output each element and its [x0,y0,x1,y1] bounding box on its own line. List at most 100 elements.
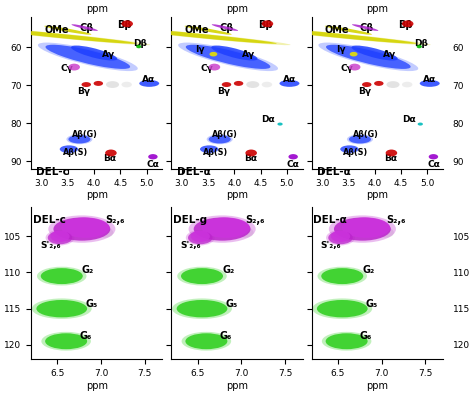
Ellipse shape [209,135,231,143]
Text: Aα: Aα [423,75,436,84]
Ellipse shape [402,82,412,87]
Text: DEL-c: DEL-c [33,214,66,225]
Ellipse shape [106,81,119,88]
Text: ppm: ppm [86,4,108,14]
Text: Aα: Aα [142,75,155,84]
Text: DEL-α: DEL-α [317,167,351,177]
Text: Iγ: Iγ [195,45,205,54]
X-axis label: ppm: ppm [366,381,388,391]
Ellipse shape [280,80,300,87]
Ellipse shape [50,231,70,242]
Ellipse shape [200,145,219,153]
Ellipse shape [418,122,423,126]
X-axis label: ppm: ppm [226,381,248,391]
Ellipse shape [139,80,159,87]
Ellipse shape [121,82,132,87]
Ellipse shape [32,299,91,319]
Text: Bα: Bα [244,154,257,163]
Ellipse shape [317,300,368,317]
Ellipse shape [211,45,257,60]
Ellipse shape [262,21,273,27]
Ellipse shape [0,27,150,45]
Text: Aγ: Aγ [383,51,396,59]
Ellipse shape [246,81,259,88]
Ellipse shape [188,231,212,244]
X-axis label: ppm: ppm [86,190,108,200]
Ellipse shape [262,82,272,87]
X-axis label: ppm: ppm [366,190,388,200]
Text: Bβ: Bβ [118,20,132,30]
Ellipse shape [48,231,72,244]
Ellipse shape [277,122,283,126]
Ellipse shape [319,43,418,71]
Ellipse shape [41,268,83,284]
Text: Dα: Dα [402,115,416,124]
Ellipse shape [386,150,397,156]
Ellipse shape [41,332,91,351]
Ellipse shape [318,267,367,286]
Text: G₅: G₅ [366,299,378,308]
Ellipse shape [37,267,87,286]
Ellipse shape [68,135,91,143]
Ellipse shape [48,215,116,243]
Text: S'₂,₆: S'₂,₆ [40,241,61,250]
Text: Cγ: Cγ [60,64,73,73]
Ellipse shape [340,145,359,153]
Text: OMe: OMe [184,25,209,35]
Ellipse shape [201,218,250,238]
Ellipse shape [289,154,298,160]
Text: G₂: G₂ [363,265,374,275]
Ellipse shape [60,145,78,153]
Text: OMe: OMe [44,25,69,35]
Text: DEL-α: DEL-α [313,214,347,225]
Ellipse shape [210,52,217,56]
Ellipse shape [329,215,396,243]
Ellipse shape [321,268,363,284]
Text: Aβ(G): Aβ(G) [353,130,378,139]
Text: Aα: Aα [283,75,296,84]
Ellipse shape [68,64,80,70]
Text: ppm: ppm [366,4,388,14]
Ellipse shape [325,26,372,35]
Ellipse shape [378,228,394,238]
Ellipse shape [207,134,233,144]
Ellipse shape [352,24,378,31]
Ellipse shape [121,21,133,27]
Ellipse shape [417,45,422,48]
Ellipse shape [185,333,228,349]
Text: G₂: G₂ [222,265,234,275]
Text: S'₂,₆: S'₂,₆ [320,241,341,250]
Text: ppm: ppm [226,4,248,14]
Ellipse shape [374,81,383,86]
Text: Aγ: Aγ [102,51,115,59]
Ellipse shape [181,268,223,284]
Text: Bα: Bα [384,154,397,163]
Text: Bγ: Bγ [358,87,371,96]
Ellipse shape [350,52,357,56]
Ellipse shape [177,300,228,317]
Text: Aβ(S): Aβ(S) [63,149,88,158]
Ellipse shape [46,230,74,245]
Ellipse shape [172,299,232,319]
X-axis label: ppm: ppm [86,381,108,391]
Text: Aβ(S): Aβ(S) [343,149,368,158]
Ellipse shape [61,218,109,238]
Ellipse shape [45,333,87,349]
Ellipse shape [428,154,438,160]
Ellipse shape [342,218,390,238]
Text: G₆: G₆ [79,331,91,341]
Text: Iγ: Iγ [336,45,345,54]
Ellipse shape [46,45,130,69]
Text: Cβ: Cβ [219,23,234,33]
Text: G₅: G₅ [85,299,98,308]
Ellipse shape [72,24,98,31]
Ellipse shape [331,231,350,242]
Ellipse shape [349,135,371,143]
Text: Cγ: Cγ [340,64,353,73]
Text: Aβ(G): Aβ(G) [72,130,98,139]
Ellipse shape [148,154,158,160]
Ellipse shape [250,27,431,45]
Ellipse shape [402,21,413,27]
Ellipse shape [347,134,373,144]
Ellipse shape [212,24,238,31]
